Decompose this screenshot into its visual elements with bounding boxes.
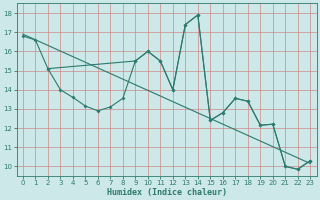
- X-axis label: Humidex (Indice chaleur): Humidex (Indice chaleur): [107, 188, 227, 197]
